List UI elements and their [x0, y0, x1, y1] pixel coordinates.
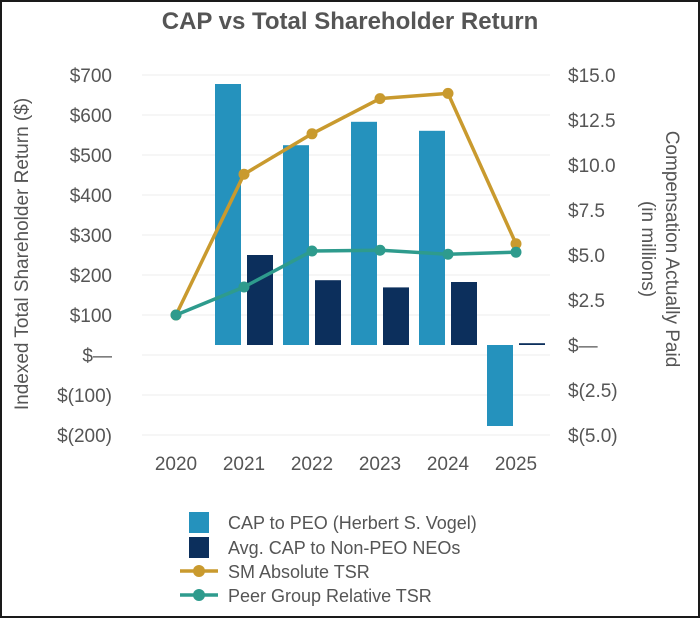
- y-left-axis-label: Indexed Total Shareholder Return ($): [12, 98, 33, 410]
- y-right-tick-label: $5.0: [568, 246, 605, 267]
- x-tick-label: 2020: [155, 454, 197, 475]
- y-right-tick-label: $15.0: [568, 66, 616, 87]
- point-sm-absolute-tsr: [374, 93, 386, 105]
- y-left-tick-label: $(100): [57, 386, 112, 407]
- legend-item-cap-non-peo-swatch: [189, 537, 209, 558]
- bar-cap-peo: [419, 130, 445, 345]
- y-left-tick-label: $500: [70, 146, 112, 167]
- bar-cap-peo: [283, 145, 309, 345]
- x-tick-label: 2025: [495, 454, 537, 475]
- point-peer-group-tsr: [170, 309, 182, 321]
- y-left-tick-label: $200: [70, 266, 112, 287]
- point-peer-group-tsr: [442, 248, 454, 260]
- y-left-tick-label: $(200): [57, 426, 112, 447]
- x-tick-label: 2023: [359, 454, 401, 475]
- y-right-tick-label: $—: [568, 336, 598, 357]
- legend-item-peer-group-tsr-label: Peer Group Relative TSR: [228, 586, 432, 606]
- x-tick-label: 2022: [291, 454, 333, 475]
- y-left-tick-label: $100: [70, 306, 112, 327]
- point-peer-group-tsr: [238, 281, 250, 293]
- bar-cap-peo: [351, 121, 377, 345]
- bar-cap-non-peo: [451, 282, 477, 345]
- point-sm-absolute-tsr: [238, 168, 250, 180]
- point-peer-group-tsr: [306, 245, 318, 257]
- line-peer-group-tsr: [175, 248, 517, 317]
- y-right-tick-label: $2.5: [568, 291, 605, 312]
- y-left-tick-label: $—: [82, 346, 112, 367]
- legend-item-cap-non-peo-label: Avg. CAP to Non-PEO NEOs: [228, 538, 460, 558]
- legend-item-sm-absolute-tsr-marker: [193, 565, 205, 577]
- x-tick-label: 2021: [223, 454, 265, 475]
- legend-item-cap-peo-swatch: [189, 512, 209, 533]
- legend-item-sm-absolute-tsr-label: SM Absolute TSR: [228, 562, 370, 582]
- bar-cap-peo: [487, 345, 513, 426]
- y-right-tick-label: $10.0: [568, 156, 616, 177]
- point-peer-group-tsr: [374, 244, 386, 256]
- point-peer-group-tsr: [510, 246, 522, 258]
- y-right-tick-label: $7.5: [568, 201, 605, 222]
- line-sm-absolute-tsr: [174, 91, 518, 316]
- chart-title: CAP vs Total Shareholder Return: [162, 8, 539, 35]
- legend-item-peer-group-tsr-marker: [193, 589, 205, 601]
- bar-cap-peo: [215, 84, 241, 345]
- point-sm-absolute-tsr: [306, 128, 318, 140]
- bar-cap-non-peo: [247, 255, 273, 345]
- y-right-axis-label-line1: Compensation Actually Paid: [661, 131, 682, 368]
- y-right-axis-label-line2: (in millions): [637, 201, 658, 297]
- y-right-tick-label: $(5.0): [568, 426, 618, 447]
- bar-cap-non-peo: [383, 287, 409, 345]
- legend-item-cap-peo-label: CAP to PEO (Herbert S. Vogel): [228, 513, 477, 533]
- y-left-tick-label: $300: [70, 226, 112, 247]
- y-right-tick-label: $12.5: [568, 111, 616, 132]
- y-left-tick-label: $400: [70, 186, 112, 207]
- point-sm-absolute-tsr: [442, 87, 454, 99]
- bar-cap-non-peo: [315, 280, 341, 345]
- x-tick-label: 2024: [427, 454, 470, 475]
- y-right-tick-label: $(2.5): [568, 381, 618, 402]
- y-left-tick-label: $600: [70, 106, 112, 127]
- y-left-tick-label: $700: [70, 66, 112, 87]
- point-sm-absolute-tsr: [510, 238, 522, 250]
- bar-cap-non-peo: [519, 343, 545, 345]
